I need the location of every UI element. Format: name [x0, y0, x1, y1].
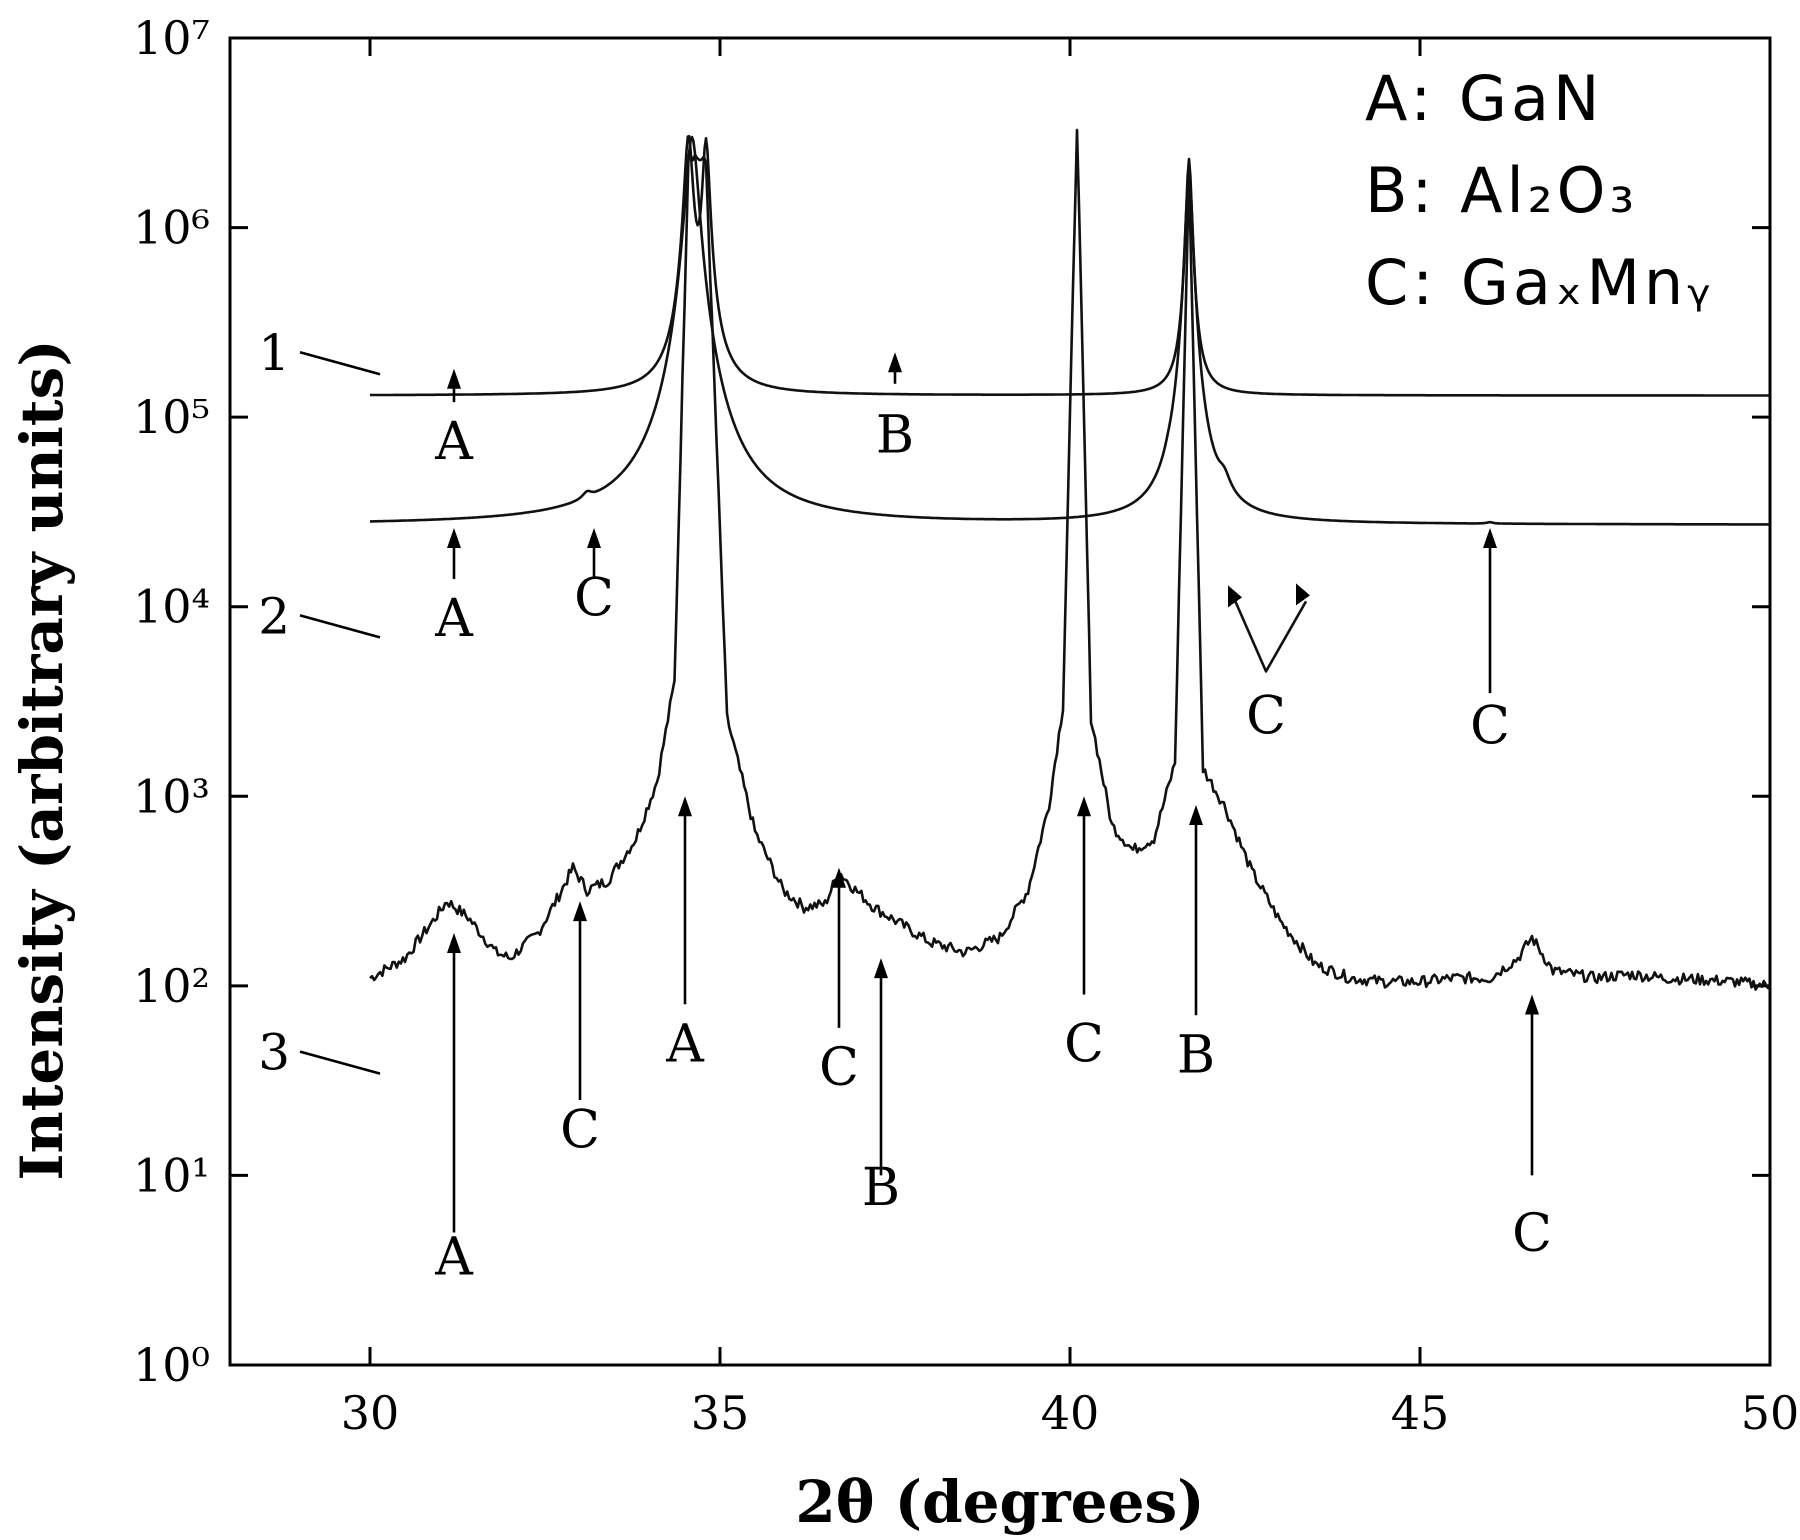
- annotation-label: C: [1064, 1014, 1104, 1074]
- annotation-arrow-head: [447, 528, 461, 549]
- annotation-label: A: [434, 412, 474, 472]
- x-tick-label: 50: [1741, 1386, 1800, 1440]
- annotation-arrow-head: [1189, 804, 1203, 825]
- annotation-arrow-head: [447, 368, 461, 389]
- legend-entry: C: GaₓMnᵧ: [1365, 246, 1714, 319]
- legend: A: GaN B: Al₂O₃ C: GaₓMnᵧ: [1365, 62, 1714, 319]
- y-axis: 10⁰ 10¹ 10² 10³ 10⁴ 10⁵ 10⁶ 10⁷: [133, 11, 1770, 1392]
- y-tick-label: 10⁷: [133, 11, 210, 65]
- annotation-arrow-head: [587, 528, 601, 549]
- series-pointer: [299, 1050, 381, 1075]
- x-tick-label: 40: [1041, 1386, 1100, 1440]
- x-tick-label: 35: [691, 1386, 750, 1440]
- annotation-arrow-head: [1525, 994, 1539, 1015]
- annotation-arrow-head: [1077, 796, 1091, 817]
- y-tick-label: 10¹: [133, 1148, 210, 1202]
- annotation-arrow-head: [447, 933, 461, 954]
- annotation-label: A: [434, 1228, 474, 1288]
- annotation-label: A: [665, 1014, 705, 1074]
- series-number-label: 2: [258, 587, 290, 645]
- series-number-label: 3: [258, 1024, 290, 1082]
- y-tick-label: 10⁰: [133, 1338, 210, 1392]
- plot-border: [228, 36, 1772, 1367]
- annotation-label: C: [1470, 696, 1510, 756]
- annotation-arrow-head: [874, 958, 888, 979]
- annotation-v-arrow: [1229, 590, 1308, 673]
- series-pointer: [299, 614, 381, 639]
- annotation-label: A: [434, 589, 474, 649]
- annotation-label: C: [1246, 686, 1286, 746]
- x-tick-label: 30: [341, 1386, 400, 1440]
- y-tick-label: 10⁴: [133, 580, 210, 634]
- annotation-arrow-head: [888, 352, 902, 373]
- legend-entry: A: GaN: [1365, 62, 1603, 135]
- annotation-label: B: [1177, 1025, 1215, 1085]
- annotation-label: C: [1512, 1204, 1552, 1264]
- y-tick-label: 10²: [133, 959, 210, 1013]
- x-axis: 30 35 40 45 50: [341, 38, 1800, 1440]
- annotation-v-arrow-head-right: [1296, 583, 1310, 606]
- series-number-label: 1: [258, 324, 290, 382]
- y-tick-label: 10³: [133, 769, 210, 823]
- annotation-label: C: [574, 568, 614, 628]
- plot-frame: [228, 36, 1772, 1367]
- annotation-arrow-head: [678, 796, 692, 817]
- series-2-line: [370, 135, 1770, 526]
- series-layer: [369, 128, 1771, 991]
- series-3-line: [369, 128, 1771, 991]
- annotation-label: C: [560, 1101, 600, 1161]
- annotation-arrow-head: [832, 867, 846, 888]
- annotation-arrow-head: [573, 901, 587, 922]
- y-tick-label: 10⁶: [133, 201, 210, 255]
- annotation-v-arrow-head-left: [1228, 585, 1242, 608]
- series-pointer: [299, 350, 381, 376]
- y-tick-label: 10⁵: [133, 390, 210, 444]
- annotation-label: B: [876, 406, 914, 466]
- x-axis-title: 2θ (degrees): [795, 1468, 1204, 1536]
- x-tick-label: 45: [1391, 1386, 1450, 1440]
- annotation-label: B: [862, 1158, 900, 1218]
- annotation-arrow-head: [1483, 528, 1497, 549]
- y-axis-title: Intensity (arbitrary units): [8, 339, 76, 1180]
- legend-entry: B: Al₂O₃: [1365, 154, 1638, 227]
- annotation-label: C: [819, 1038, 859, 1098]
